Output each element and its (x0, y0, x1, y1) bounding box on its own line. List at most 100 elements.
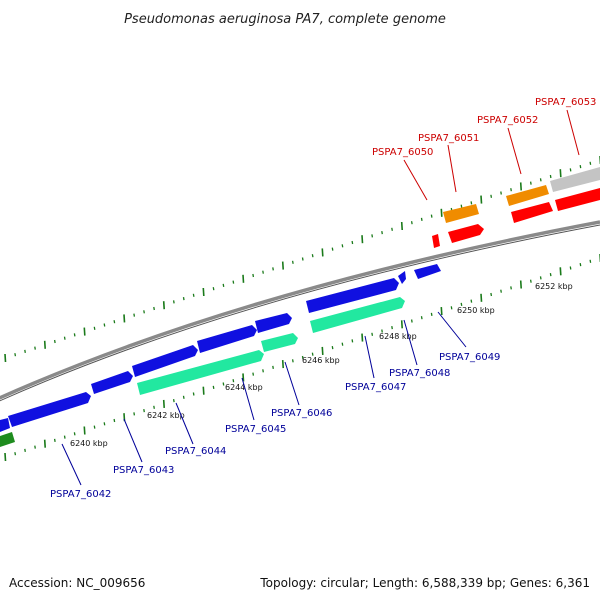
label-pspa7-6045[interactable]: PSPA7_6045 (225, 424, 286, 435)
lower-tick-mark (331, 345, 334, 350)
forward-rna-features (0, 297, 405, 447)
upper-tick-mark (222, 283, 225, 288)
label-pspa7-6044[interactable]: PSPA7_6044 (165, 446, 226, 457)
upper-tick-mark (252, 273, 255, 278)
label-pspa7-6042[interactable]: PSPA7_6042 (50, 489, 111, 500)
gene-pspa7-6043[interactable] (91, 371, 133, 394)
upper-tick-mark (103, 323, 106, 327)
upper-tick-mark (34, 346, 36, 350)
label-pspa7-6046[interactable]: PSPA7_6046 (271, 408, 332, 419)
label-pspa7-6043[interactable]: PSPA7_6043 (113, 465, 174, 476)
upper-tick-mark (232, 280, 235, 284)
label-pspa7-6050[interactable]: PSPA7_6050 (372, 147, 433, 158)
upper-tick-mark (53, 339, 56, 344)
upper-tick-mark (400, 221, 403, 231)
gene-pspa7-6045[interactable] (197, 325, 257, 353)
upper-tick-row (4, 156, 600, 363)
label-pspa7-6053[interactable]: PSPA7_6053 (535, 97, 596, 108)
lower-tick-mark (440, 307, 443, 316)
lower-tick-mark (63, 435, 66, 439)
gene-pspa7-6047[interactable] (306, 278, 399, 313)
lower-tick-mark (321, 346, 324, 355)
gene-pspa7-6044[interactable] (132, 345, 198, 377)
reverse-strand-features (432, 167, 600, 248)
upper-tick-mark (351, 240, 354, 245)
upper-tick-mark (410, 221, 413, 225)
gene-pspa7-6053[interactable] (555, 188, 600, 211)
gene-left-edge[interactable] (0, 418, 10, 432)
lower-tick-mark (182, 395, 185, 399)
rna-pspa7-6044[interactable] (137, 350, 264, 395)
map-title: Pseudomonas aeruginosa PA7, complete gen… (124, 12, 446, 27)
upper-tick-mark (242, 274, 245, 283)
leader-line-6053 (566, 109, 580, 156)
upper-tick-mark (361, 235, 364, 244)
lower-tick-mark (93, 425, 96, 429)
scale-label-6244: 6244 kbp (225, 383, 263, 392)
upper-tick-mark (73, 333, 76, 337)
lower-tick-mark (500, 289, 502, 293)
gene-pspa7-6052[interactable] (511, 202, 553, 223)
label-pspa7-6048[interactable]: PSPA7_6048 (389, 368, 450, 379)
lower-tick-mark (272, 365, 274, 370)
scale-labels: 6240 kbp 6242 kbp 6244 kbp 6246 kbp 6248… (70, 282, 573, 448)
gene-pspa7-6050[interactable] (432, 234, 440, 248)
lower-tick-mark (24, 448, 26, 453)
lower-tick-mark (34, 445, 36, 449)
upper-tick-mark (510, 188, 512, 192)
green-feature[interactable] (0, 432, 15, 447)
gene-pspa7-6048[interactable] (398, 271, 406, 284)
label-pspa7-6047[interactable]: PSPA7_6047 (345, 382, 406, 393)
rna-pspa7-6047[interactable] (310, 297, 405, 333)
orf-pspa7-6052[interactable] (506, 185, 549, 206)
upper-tick-mark (391, 227, 393, 231)
gene-pspa7-6051[interactable] (448, 224, 484, 243)
orf-pspa7-6053[interactable] (550, 167, 600, 192)
upper-tick-mark (381, 230, 383, 235)
upper-tick-mark (549, 174, 552, 179)
lower-tick-mark (172, 398, 175, 403)
upper-tick-mark (182, 296, 185, 301)
lower-tick-mark (311, 352, 314, 356)
upper-tick-mark (470, 201, 473, 205)
upper-tick-mark (133, 313, 136, 317)
lower-tick-mark (341, 342, 344, 346)
lower-tick-mark (202, 386, 205, 395)
upper-tick-mark (272, 267, 274, 271)
leader-line-6046 (284, 361, 300, 406)
gene-pspa7-6042[interactable] (8, 392, 91, 427)
label-pspa7-6051[interactable]: PSPA7_6051 (418, 133, 479, 144)
upper-tick-mark (430, 214, 433, 218)
lower-tick-mark (262, 369, 264, 373)
lower-tick-mark (301, 355, 304, 360)
lower-tick-mark (252, 372, 255, 376)
lower-tick-mark (281, 360, 284, 369)
gene-pspa7-6046[interactable] (255, 313, 292, 333)
upper-tick-mark (420, 217, 423, 222)
genome-summary-text: Topology: circular; Length: 6,588,339 bp… (259, 576, 590, 590)
upper-tick-mark (113, 320, 116, 324)
orf-pspa7-6051[interactable] (443, 204, 479, 223)
upper-tick-mark (212, 287, 215, 291)
upper-tick-mark (192, 293, 195, 297)
lower-tick-mark (14, 452, 17, 456)
upper-tick-mark (321, 248, 324, 257)
lower-tick-mark (410, 319, 413, 323)
scale-label-6242: 6242 kbp (147, 411, 185, 420)
rna-pspa7-6046[interactable] (261, 333, 298, 352)
label-pspa7-6049[interactable]: PSPA7_6049 (439, 352, 500, 363)
accession-text: Accession: NC_009656 (9, 576, 145, 590)
lower-tick-mark (569, 266, 572, 270)
upper-tick-mark (579, 164, 582, 169)
leader-line-6049 (437, 311, 467, 348)
lower-tick-mark (480, 293, 483, 302)
reverse-gene-labels: PSPA7_6050 PSPA7_6051 PSPA7_6052 PSPA7_6… (372, 97, 596, 201)
gene-pspa7-6049[interactable] (414, 264, 441, 279)
scale-label-6246: 6246 kbp (302, 356, 340, 365)
lower-tick-mark (291, 359, 294, 363)
upper-tick-mark (529, 181, 532, 185)
label-pspa7-6052[interactable]: PSPA7_6052 (477, 115, 538, 126)
lower-tick-mark (53, 438, 56, 443)
upper-tick-mark (43, 340, 46, 349)
upper-tick-mark (500, 191, 502, 195)
